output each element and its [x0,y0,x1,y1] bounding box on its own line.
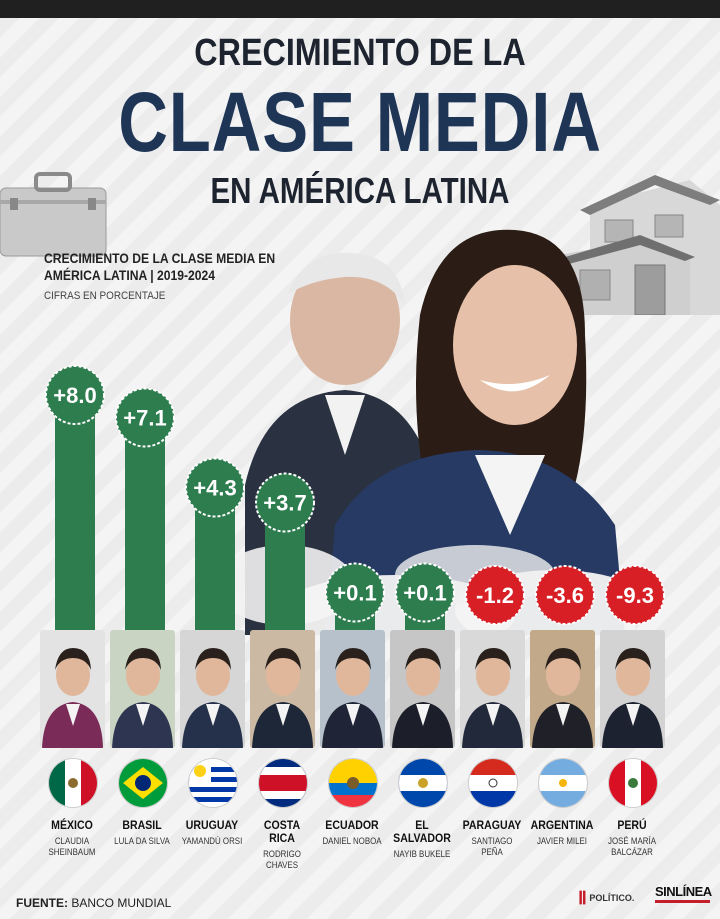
flag-icon [188,758,238,808]
data-label-4: +0.1 [333,581,376,606]
source: FUENTE: BANCO MUNDIAL [16,896,172,910]
data-label-5: +0.1 [403,581,446,606]
sinlinea-logo: SINLÍNEA [655,884,712,903]
president-photo [180,630,245,748]
flag-icon [118,758,168,808]
value-badge-0 [45,365,105,425]
country-label: EL SALVADOR [393,818,451,845]
president-name: YAMANDÚ ORSI [181,836,243,846]
value-badge-6 [465,565,525,625]
president-photo [460,630,525,748]
president-name: JOSÉ MARÍA BALCÁZAR [608,836,656,857]
country-label: COSTA RICA [263,818,301,845]
country-label: BRASIL [122,818,162,832]
flag-icon [468,758,518,808]
flag-icon [48,758,98,808]
flag-icon [608,758,658,808]
title-line-2: CLASE MEDIA [118,75,602,169]
value-badge-2 [185,457,245,518]
data-label-0: +8.0 [53,383,96,408]
title-line-1: CRECIMIENTO DE LA [194,32,526,74]
country-label: PERÚ [617,818,647,832]
value-badge-5 [395,562,455,623]
data-label-1: +7.1 [123,406,166,431]
president-photo [320,630,385,748]
president-name: DANIEL NOBOA [322,836,382,846]
bar-chart: +8.0 +7.1 +4.3 +3.7 +0.1 +0.1 -1.2 -3.6 -9.3 [45,365,665,632]
data-label-3: +3.7 [263,491,306,516]
suitcase-icon [0,172,107,257]
value-badge-1 [115,387,175,448]
politico-logo: Ⅱ POLÍTICO. [578,888,635,908]
president-name: NAYIB BUKELE [393,849,451,859]
flag-icon [328,758,378,808]
president-photo [600,630,665,748]
chart-subtitle: CIFRAS EN PORCENTAJE [44,290,166,302]
bar-1 [125,417,165,632]
country-label: PARAGUAY [462,818,522,832]
flag-icon [398,758,448,808]
value-badge-7 [535,565,595,625]
flag-icon [538,758,588,808]
president-name: SANTIAGO PEÑA [471,836,513,857]
flag-icon [258,758,308,808]
country-label: ARGENTINA [530,818,594,832]
data-label-7: -3.6 [546,583,584,608]
president-photo [110,630,175,748]
chart-title: CRECIMIENTO DE LA CLASE MEDIA EN AMÉRICA… [44,251,276,283]
title-line-3: EN AMÉRICA LATINA [210,170,510,211]
data-label-6: -1.2 [476,583,514,608]
president-name: RODRIGO CHAVES [263,849,301,870]
value-badge-4 [325,562,385,623]
value-badge-3 [255,472,315,533]
country-label: MÉXICO [51,818,93,832]
president-name: CLAUDIA SHEINBAUM [48,836,96,857]
president-name: LULA DA SILVA [114,836,170,846]
country-label: ECUADOR [325,818,379,832]
data-label-2: +4.3 [193,476,236,501]
president-photo [40,630,105,748]
president-name: JAVIER MILEI [536,836,588,846]
president-photo [250,630,315,748]
value-badge-8 [605,565,665,625]
bar-0 [55,395,95,632]
president-photo [390,630,455,748]
country-label: URUGUAY [185,818,239,832]
data-label-8: -9.3 [616,583,654,608]
house-icon [560,175,720,315]
president-photo [530,630,595,748]
top-bar [0,0,720,18]
